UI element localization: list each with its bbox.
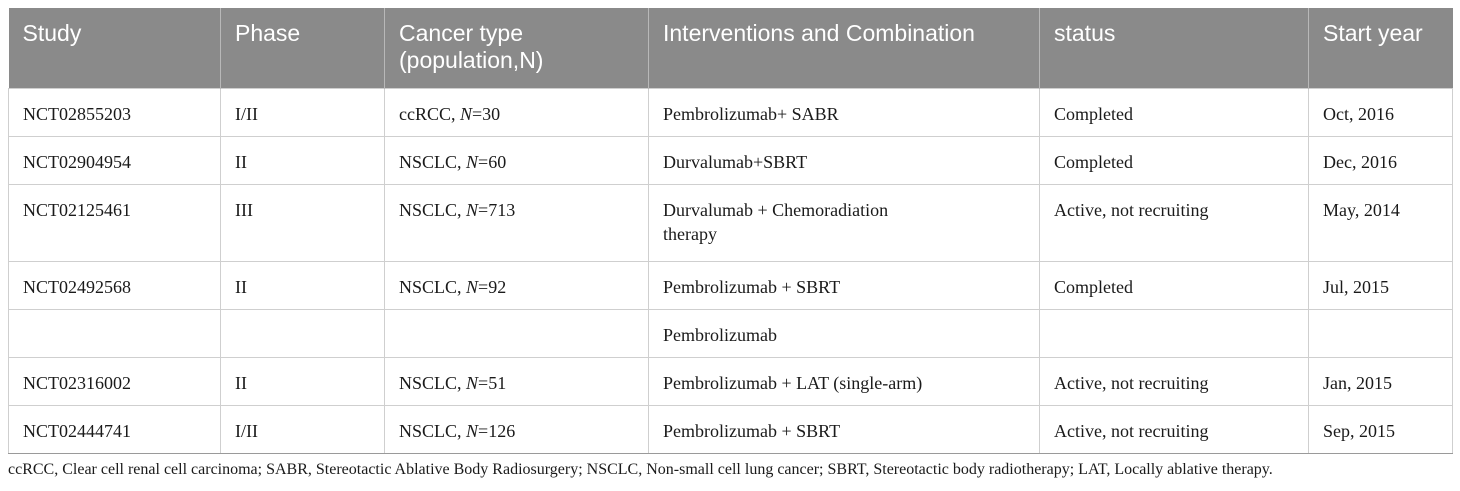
cell-phase — [220, 308, 385, 358]
cell-start-year: Dec, 2016 — [1308, 135, 1453, 185]
cell-study: NCT02855203 — [8, 87, 221, 137]
cell-intervention: Durvalumab+SBRT — [648, 135, 1040, 185]
cell-start-year: Oct, 2016 — [1308, 87, 1453, 137]
cell-status: Active, not recruiting — [1039, 356, 1309, 406]
header-cancer-type: Cancer type (population,N) — [384, 8, 649, 88]
cell-intervention: Pembrolizumab — [648, 308, 1040, 358]
cancer-name: NSCLC, — [399, 276, 467, 297]
cancer-name: ccRCC, — [399, 103, 460, 124]
cell-phase: II — [220, 135, 385, 185]
cell-start-year: May, 2014 — [1308, 183, 1453, 262]
cell-intervention: Pembrolizumab + SBRT — [648, 404, 1040, 454]
table-row: NCT02492568 II NSCLC, N=92 Pembrolizumab… — [8, 260, 1453, 310]
cell-cancer-type: NSCLC, N=92 — [384, 260, 649, 310]
cell-start-year: Sep, 2015 — [1308, 404, 1453, 454]
n-value: =92 — [478, 276, 507, 297]
cell-study: NCT02444741 — [8, 404, 221, 454]
cancer-name: NSCLC, — [399, 151, 467, 172]
cancer-name: NSCLC, — [399, 420, 467, 441]
header-study: Study — [8, 8, 221, 88]
cell-cancer-type: NSCLC, N=51 — [384, 356, 649, 406]
n-label: N — [460, 103, 473, 124]
n-label: N — [466, 151, 479, 172]
cell-phase: II — [220, 260, 385, 310]
cell-start-year: Jul, 2015 — [1308, 260, 1453, 310]
n-label: N — [466, 199, 479, 220]
cell-status — [1039, 308, 1309, 358]
cell-phase: I/II — [220, 87, 385, 137]
table-footnote: ccRCC, Clear cell renal cell carcinoma; … — [8, 461, 1273, 478]
n-value: =713 — [478, 199, 516, 220]
header-start-year: Start year — [1308, 8, 1453, 88]
cell-study — [8, 308, 221, 358]
cell-cancer-type: ccRCC, N=30 — [384, 87, 649, 137]
cell-study: NCT02316002 — [8, 356, 221, 406]
n-value: =30 — [472, 103, 501, 124]
cell-cancer-type: NSCLC, N=126 — [384, 404, 649, 454]
clinical-trials-table: Study Phase Cancer type (population,N) I… — [8, 8, 1453, 454]
n-label: N — [466, 420, 479, 441]
cancer-name: NSCLC, — [399, 372, 467, 393]
n-value: =126 — [478, 420, 516, 441]
cell-start-year: Jan, 2015 — [1308, 356, 1453, 406]
table-row: NCT02904954 II NSCLC, N=60 Durvalumab+SB… — [8, 135, 1453, 185]
cell-cancer-type: NSCLC, N=60 — [384, 135, 649, 185]
cell-cancer-type — [384, 308, 649, 358]
cell-status: Completed — [1039, 87, 1309, 137]
table-row: NCT02316002 II NSCLC, N=51 Pembrolizumab… — [8, 356, 1453, 406]
header-phase: Phase — [220, 8, 385, 88]
cell-phase: II — [220, 356, 385, 406]
table-row: NCT02855203 I/II ccRCC, N=30 Pembrolizum… — [8, 87, 1453, 137]
clinical-trials-table-container: Study Phase Cancer type (population,N) I… — [8, 8, 1453, 454]
table-row: Pembrolizumab — [8, 308, 1453, 358]
cell-start-year — [1308, 308, 1453, 358]
cell-intervention: Pembrolizumab+ SABR — [648, 87, 1040, 137]
header-interventions: Interventions and Combination — [648, 8, 1040, 88]
cell-phase: I/II — [220, 404, 385, 454]
table-row: NCT02125461 III NSCLC, N=713 Durvalumab … — [8, 183, 1453, 262]
cell-status: Active, not recruiting — [1039, 183, 1309, 262]
cell-phase: III — [220, 183, 385, 262]
cell-study: NCT02492568 — [8, 260, 221, 310]
n-label: N — [466, 372, 479, 393]
n-value: =51 — [478, 372, 507, 393]
cell-intervention: Durvalumab + Chemoradiation therapy — [648, 183, 1040, 262]
n-value: =60 — [478, 151, 507, 172]
cell-status: Completed — [1039, 135, 1309, 185]
cell-intervention: Pembrolizumab + LAT (single-arm) — [648, 356, 1040, 406]
cell-status: Active, not recruiting — [1039, 404, 1309, 454]
n-label: N — [466, 276, 479, 297]
table-header-row: Study Phase Cancer type (population,N) I… — [8, 8, 1453, 88]
cell-status: Completed — [1039, 260, 1309, 310]
header-status: status — [1039, 8, 1309, 88]
cell-study: NCT02125461 — [8, 183, 221, 262]
table-row: NCT02444741 I/II NSCLC, N=126 Pembrolizu… — [8, 404, 1453, 454]
cancer-name: NSCLC, — [399, 199, 467, 220]
cell-cancer-type: NSCLC, N=713 — [384, 183, 649, 262]
cell-intervention: Pembrolizumab + SBRT — [648, 260, 1040, 310]
cell-study: NCT02904954 — [8, 135, 221, 185]
